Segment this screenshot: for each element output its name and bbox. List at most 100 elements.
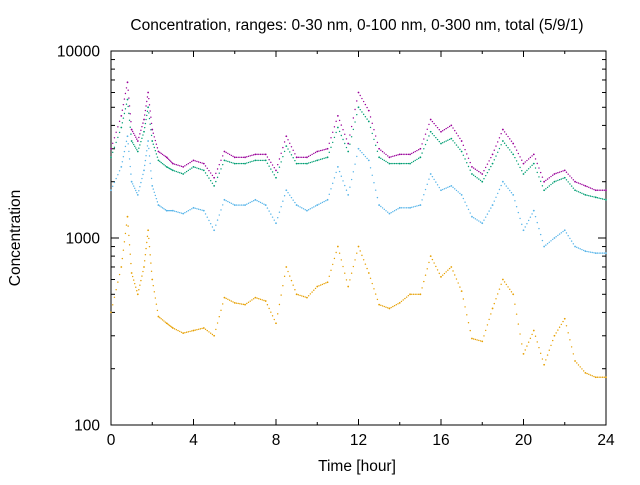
data-point-interp bbox=[197, 161, 200, 163]
data-point-interp bbox=[294, 201, 296, 204]
data-point-interp bbox=[247, 301, 250, 304]
data-point-interp bbox=[505, 133, 508, 135]
data-point bbox=[126, 98, 129, 101]
data-point-interp bbox=[113, 137, 116, 139]
data-point bbox=[347, 285, 350, 288]
data-point-interp bbox=[517, 152, 520, 155]
data-point-interp bbox=[330, 269, 332, 272]
data-point bbox=[512, 194, 515, 196]
data-point-interp bbox=[309, 161, 312, 164]
data-point-interp bbox=[179, 172, 181, 174]
data-point-interp bbox=[194, 160, 196, 162]
data-point-interp bbox=[412, 293, 415, 295]
data-point-interp bbox=[307, 155, 310, 158]
data-point-interp bbox=[150, 177, 153, 180]
data-point-interp bbox=[196, 208, 198, 210]
data-point-interp bbox=[175, 329, 178, 331]
data-point-interp bbox=[256, 153, 258, 156]
data-point-interp bbox=[452, 186, 454, 189]
data-point-interp bbox=[581, 192, 583, 195]
data-point-interp bbox=[148, 237, 150, 240]
data-point-interp bbox=[515, 205, 518, 208]
data-point-interp bbox=[146, 110, 149, 113]
data-point-interp bbox=[194, 207, 196, 209]
data-point-interp bbox=[400, 162, 403, 165]
data-point bbox=[110, 311, 112, 314]
data-point-interp bbox=[591, 195, 593, 198]
data-point-interp bbox=[380, 205, 382, 208]
data-point-interp bbox=[143, 126, 146, 129]
data-point-interp bbox=[196, 167, 198, 169]
data-point bbox=[126, 135, 129, 138]
data-point bbox=[306, 296, 308, 299]
data-point bbox=[202, 327, 205, 329]
data-point-interp bbox=[134, 145, 136, 147]
data-point-interp bbox=[321, 149, 324, 151]
data-point bbox=[501, 128, 504, 131]
data-point-interp bbox=[196, 329, 198, 331]
data-point bbox=[605, 376, 607, 379]
data-point-interp bbox=[129, 165, 131, 168]
data-point-interp bbox=[290, 146, 293, 148]
data-point-interp bbox=[552, 238, 554, 241]
data-point-interp bbox=[191, 160, 193, 163]
data-point bbox=[295, 293, 298, 296]
data-point-interp bbox=[366, 157, 368, 160]
data-point-interp bbox=[220, 309, 222, 312]
data-point-interp bbox=[159, 151, 161, 154]
data-point-interp bbox=[309, 208, 312, 210]
data-point-interp bbox=[271, 164, 274, 166]
data-point-interp bbox=[517, 211, 520, 214]
data-point-interp bbox=[387, 211, 389, 213]
data-point bbox=[357, 91, 360, 94]
data-point-interp bbox=[117, 126, 119, 128]
data-point-interp bbox=[246, 162, 248, 164]
data-point-interp bbox=[416, 205, 418, 207]
data-point-interp bbox=[428, 123, 430, 126]
data-point-interp bbox=[519, 166, 521, 169]
data-point-interp bbox=[283, 141, 286, 143]
data-point-interp bbox=[115, 288, 117, 291]
data-point-interp bbox=[135, 147, 137, 149]
data-point-interp bbox=[560, 323, 563, 326]
data-point-interp bbox=[235, 156, 238, 159]
data-point-interp bbox=[175, 170, 178, 173]
data-point-interp bbox=[297, 156, 300, 159]
data-point-interp bbox=[134, 134, 136, 137]
data-point-interp bbox=[581, 183, 583, 186]
data-point-interp bbox=[442, 129, 444, 132]
data-point-interp bbox=[545, 359, 547, 361]
data-point-interp bbox=[299, 294, 301, 297]
data-point-interp bbox=[164, 165, 167, 167]
data-point-interp bbox=[117, 281, 119, 283]
data-point-interp bbox=[123, 241, 126, 243]
data-point-interp bbox=[138, 289, 140, 291]
data-point-interp bbox=[328, 142, 330, 144]
data-point-interp bbox=[282, 285, 284, 287]
data-point-interp bbox=[256, 159, 258, 162]
data-point-interp bbox=[567, 173, 569, 175]
data-point-interp bbox=[349, 143, 351, 145]
data-point-interp bbox=[130, 173, 132, 175]
data-point-interp bbox=[292, 157, 294, 159]
data-point-interp bbox=[472, 338, 475, 340]
data-point bbox=[165, 209, 168, 212]
data-point-interp bbox=[361, 111, 363, 113]
data-point-interp bbox=[136, 290, 138, 292]
data-point-interp bbox=[282, 155, 284, 158]
data-point bbox=[316, 285, 319, 288]
data-point-interp bbox=[333, 257, 336, 260]
data-point bbox=[574, 245, 576, 248]
data-point bbox=[285, 266, 288, 268]
data-point-interp bbox=[433, 262, 435, 264]
data-point-interp bbox=[531, 155, 533, 157]
data-point-interp bbox=[144, 122, 147, 125]
data-point-interp bbox=[577, 247, 580, 249]
data-point bbox=[130, 272, 133, 274]
data-point-interp bbox=[589, 195, 592, 197]
data-point bbox=[440, 275, 442, 278]
data-point-interp bbox=[524, 161, 526, 163]
data-point bbox=[563, 317, 566, 320]
data-point-interp bbox=[433, 178, 435, 181]
data-point-interp bbox=[225, 297, 227, 300]
